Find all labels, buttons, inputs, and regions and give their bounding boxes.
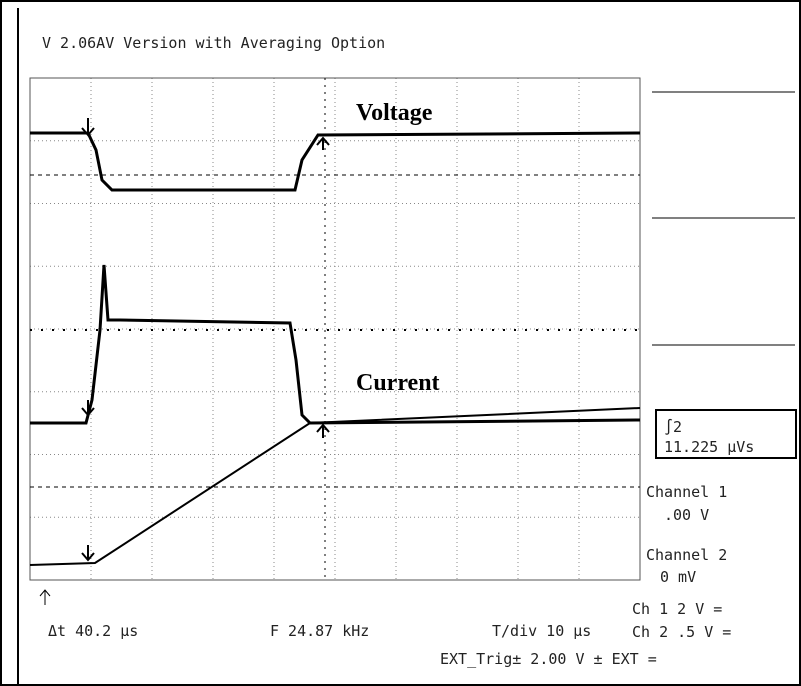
integral-trace [29,407,641,566]
cursor-markers [81,118,330,562]
ch2-scale: Ch 2 .5 V = [632,623,731,641]
ch1-scale: Ch 1 2 V = [632,600,722,618]
integral-value: 11.225 μVs [664,438,754,456]
frequency: F 24.87 kHz [270,622,369,640]
voltage-trace [30,131,641,192]
channel1-offset: .00 V [664,506,709,524]
channel2-label: Channel 2 [646,546,727,564]
channel2-offset: 0 mV [660,568,696,586]
time-div: T/div 10 μs [492,622,591,640]
voltage-label: Voltage [356,100,433,126]
trigger-marker [39,589,51,605]
graticule [30,78,640,580]
current-trace [30,264,641,425]
delta-t: Δt 40.2 μs [48,622,138,640]
current-label: Current [356,370,440,396]
header-title: V 2.06AV Version with Averaging Option [42,34,385,52]
integral-box [655,409,797,459]
channel1-label: Channel 1 [646,483,727,501]
trigger: EXT_Trig± 2.00 V ± EXT = [440,650,657,668]
integral-symbol: ∫2 [664,418,682,436]
